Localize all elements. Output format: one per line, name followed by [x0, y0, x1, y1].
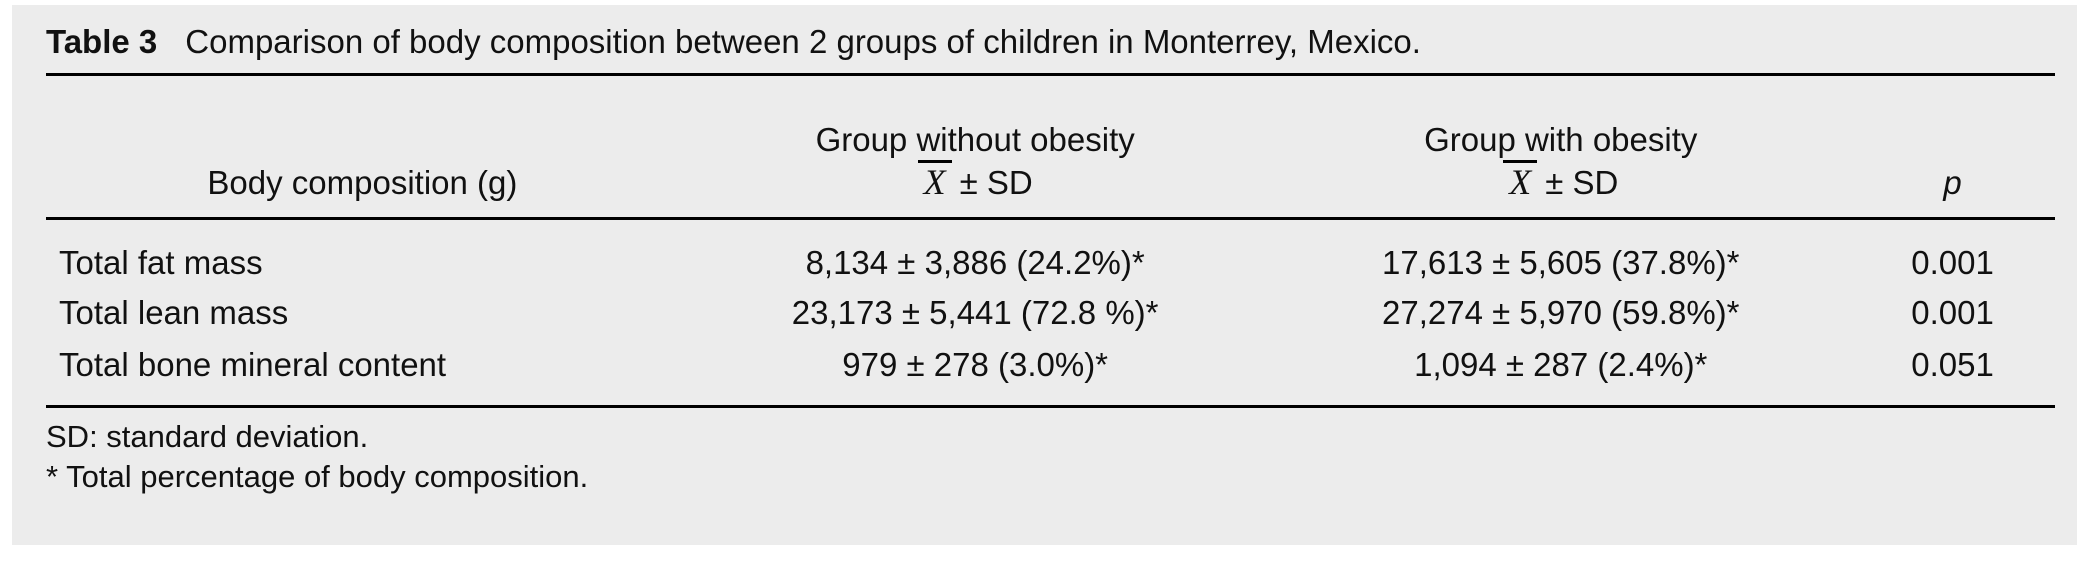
p-value: 0.001	[1911, 244, 1994, 281]
table-caption: Table 3 Comparison of body composition be…	[46, 5, 2055, 64]
table-number-label: Table 3	[46, 23, 158, 60]
body-composition-table: Body composition (g) Group without obesi…	[46, 73, 2055, 408]
mean-sd-label: X ± SD	[679, 160, 1272, 203]
mean-overline-x-symbol: X	[1503, 160, 1538, 201]
plus-minus-sd-label: ± SD	[1545, 164, 1619, 201]
p-value: 0.001	[1911, 294, 1994, 331]
column-header-group-with-obesity: Group with obesity X ± SD	[1271, 74, 1851, 220]
p-value: 0.051	[1911, 346, 1994, 384]
row-label: Total fat mass	[59, 244, 263, 281]
table-caption-text: Comparison of body composition between 2…	[185, 23, 1421, 60]
mean-sd-label: X ± SD	[1271, 160, 1850, 203]
row-label: Total lean mass	[59, 294, 289, 331]
table-body: Total fat mass 8,134 ± 3,886 (24.2%)* 17…	[46, 219, 2055, 407]
table-row-total-lean-mass: Total lean mass 23,173 ± 5,441 (72.8 %)*…	[46, 282, 2055, 344]
value-group-with-obesity: 17,613 ± 5,605 (37.8%)*	[1381, 244, 1740, 281]
value-group-without-obesity: 8,134 ± 3,886 (24.2%)*	[805, 244, 1145, 281]
row-label: Total bone mineral content	[59, 346, 447, 384]
footnote-asterisk-definition: * Total percentage of body composition.	[46, 458, 589, 494]
column-header-group-without-obesity: Group without obesity X ± SD	[678, 74, 1272, 220]
value-group-with-obesity: 27,274 ± 5,970 (59.8%)*	[1381, 294, 1740, 331]
value-group-without-obesity: 23,173 ± 5,441 (72.8 %)*	[791, 294, 1159, 331]
table-panel: Table 3 Comparison of body composition be…	[12, 5, 2077, 545]
group-with-obesity-label: Group with obesity	[1424, 121, 1698, 158]
footnote-sd-definition: SD: standard deviation.	[46, 418, 369, 454]
group-without-obesity-label: Group without obesity	[815, 121, 1135, 158]
header-row: Body composition (g) Group without obesi…	[46, 74, 2055, 220]
value-group-with-obesity: 1,094 ± 287 (2.4%)*	[1414, 346, 1708, 384]
plus-minus-sd-label: ± SD	[959, 164, 1033, 201]
table-row-total-fat-mass: Total fat mass 8,134 ± 3,886 (24.2%)* 17…	[46, 219, 2055, 283]
column-header-body-composition: Body composition (g)	[46, 74, 679, 220]
table-footnotes: SD: standard deviation. * Total percenta…	[46, 417, 2055, 497]
column-header-p-value: p	[1850, 74, 2055, 220]
table-header: Body composition (g) Group without obesi…	[46, 74, 2055, 220]
value-group-without-obesity: 979 ± 278 (3.0%)*	[842, 346, 1109, 384]
table-row-total-bone-mineral-content: Total bone mineral content 979 ± 278 (3.…	[46, 344, 2055, 406]
mean-overline-x-symbol: X	[917, 160, 952, 201]
